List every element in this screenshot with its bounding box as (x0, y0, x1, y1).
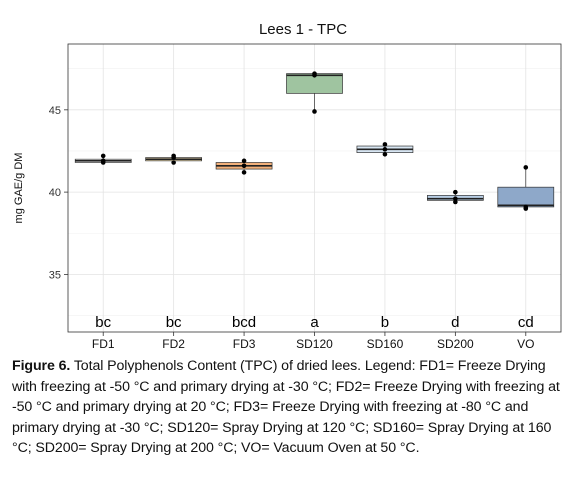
x-tick-label: FD3 (233, 337, 256, 351)
x-tick-label: SD120 (296, 337, 333, 351)
x-tick-label: FD1 (92, 337, 115, 351)
box-VO (497, 186, 555, 208)
data-point (382, 147, 388, 152)
data-point (382, 151, 388, 157)
chart: Lees 1 - TPC mg GAE/g DM 35 40 45 FD1 bc FD2 b… (13, 21, 562, 351)
significance-letter: bc (95, 314, 111, 331)
y-tick-label: 45 (49, 105, 61, 117)
significance-letter: a (310, 314, 319, 331)
y-axis-label: mg GAE/g DM (13, 153, 25, 224)
x-tick-label: SD200 (437, 337, 474, 351)
caption-label: Figure 6. (12, 358, 71, 374)
data-point (312, 109, 317, 114)
data-point (241, 170, 247, 175)
data-point (453, 196, 458, 201)
x-tick-label: SD160 (367, 337, 404, 351)
x-tick-label: FD2 (162, 337, 185, 351)
significance-letter: cd (518, 314, 534, 331)
data-point (312, 71, 317, 76)
data-point (241, 163, 247, 169)
significance-letter: b (381, 314, 389, 331)
x-tick-label: VO (517, 337, 534, 351)
data-point (171, 160, 176, 165)
y-tick-label: 35 (49, 269, 61, 281)
data-point (453, 199, 458, 205)
significance-letter: d (451, 314, 459, 331)
figure-caption: Figure 6. Total Polyphenols Content (TPC… (12, 356, 572, 459)
data-point (523, 204, 529, 210)
data-point (453, 189, 458, 195)
significance-letter: bc (166, 314, 182, 331)
chart-title: Lees 1 - TPC (259, 21, 347, 38)
significance-letter: bcd (232, 314, 256, 331)
data-point (100, 153, 106, 159)
y-tick-label: 40 (49, 187, 61, 199)
caption-text: Total Polyphenols Content (TPC) of dried… (12, 358, 560, 456)
data-point (523, 165, 529, 170)
data-point (382, 142, 388, 147)
data-point (100, 158, 106, 164)
boxplot-chart: Lees 1 - TPC mg GAE/g DM 35 40 45 FD1 bc FD2 b… (13, 21, 562, 351)
data-point (171, 153, 176, 159)
data-point (241, 158, 247, 164)
